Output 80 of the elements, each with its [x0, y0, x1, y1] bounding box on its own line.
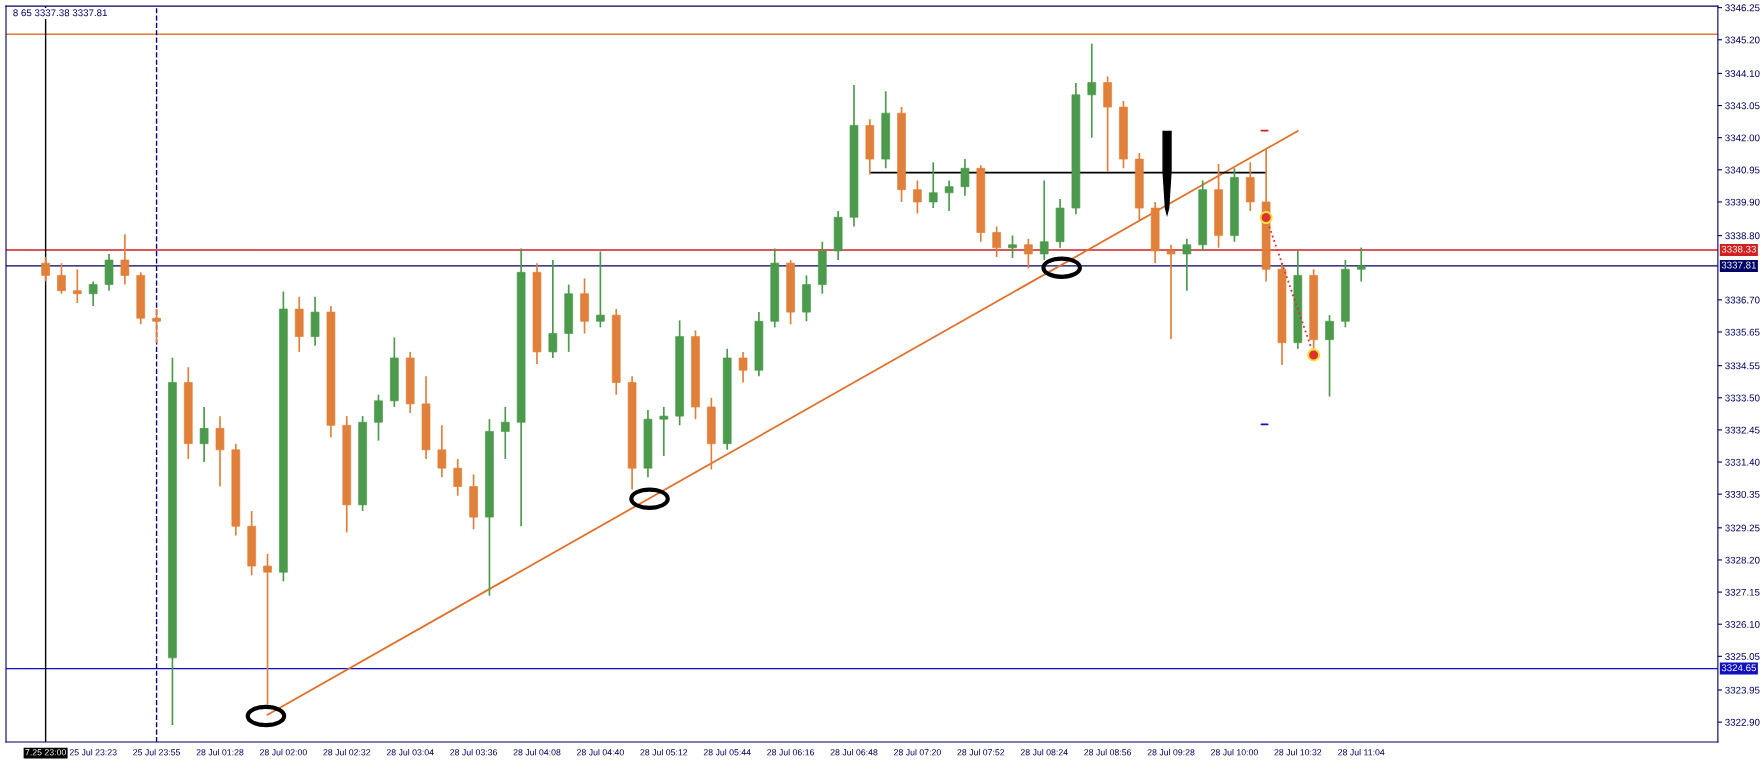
y-tick-label: 3328.20 [1725, 556, 1760, 564]
x-tick-label: 28 Jul 02:32 [323, 748, 371, 756]
x-tick-label: 28 Jul 01:28 [196, 748, 244, 756]
y-tick-label: 3329.25 [1725, 524, 1760, 532]
y-tick-label: 3331.40 [1725, 458, 1760, 466]
x-tick-label: 28 Jul 04:08 [513, 748, 561, 756]
ref-line-label: 3324.65 [1721, 664, 1757, 672]
x-tick-label: 28 Jul 03:04 [386, 748, 434, 756]
annotation: 8 65 3337.38 3337.81 [13, 9, 107, 17]
ref-line-label: 3337.81 [1721, 261, 1756, 269]
x-tick-label: 28 Jul 03:36 [450, 748, 498, 756]
candlestick [453, 458, 463, 497]
candlestick [374, 393, 383, 442]
x-tick-label: 7.25 23:00 [25, 749, 66, 756]
x-tick-label: 28 Jul 09:28 [1147, 748, 1195, 756]
candlestick [944, 179, 954, 212]
x-tick-label: 28 Jul 07:20 [894, 748, 941, 756]
x-tick-label: 25 Jul 23:55 [133, 748, 181, 756]
point [1307, 348, 1321, 362]
y-tick-label: 3342.00 [1725, 134, 1760, 142]
x-tick-label: 25 Jul 23:23 [69, 748, 117, 756]
x-tick-label: 28 Jul 10:32 [1274, 748, 1322, 756]
y-tick-label: 3327.15 [1725, 588, 1760, 596]
candlestick [120, 233, 130, 286]
candlestick [548, 259, 558, 359]
y-tick-label: 3335.65 [1725, 328, 1760, 336]
x-tick-label: 28 Jul 05:44 [703, 748, 751, 756]
x-tick-label: 28 Jul 08:56 [1084, 748, 1132, 756]
y-tick-label: 3339.90 [1725, 198, 1760, 206]
candlestick [1039, 179, 1049, 261]
y-tick-label: 3323.95 [1725, 686, 1760, 694]
y-tick-label: 3338.80 [1725, 232, 1760, 240]
y-tick-label: 3332.45 [1725, 426, 1760, 434]
x-tick-label: 28 Jul 06:16 [767, 748, 815, 756]
candlestick [659, 406, 669, 457]
x-tick-label: 28 Jul 04:40 [577, 748, 624, 756]
y-tick-label: 3340.95 [1725, 166, 1760, 174]
candlestick [152, 308, 161, 345]
point [1259, 210, 1273, 225]
x-tick-label: 28 Jul 05:12 [640, 748, 688, 756]
y-tick-label: 3344.10 [1725, 70, 1760, 78]
candlestick [992, 225, 1001, 258]
candlestick [1182, 237, 1192, 292]
y-tick-label: 3326.10 [1725, 620, 1760, 628]
x-tick-label: 28 Jul 10:00 [1211, 748, 1258, 756]
y-tick-label: 3336.70 [1725, 296, 1760, 304]
candlestick [960, 158, 970, 197]
candlestick [57, 262, 66, 295]
candlestick [1087, 42, 1097, 139]
y-tick-label: 3322.90 [1725, 718, 1760, 726]
y-tick-label: 3345.20 [1725, 36, 1760, 44]
y-tick-label: 3325.05 [1725, 653, 1760, 660]
candlestick [913, 179, 922, 215]
candlestick [88, 280, 98, 307]
ref-line-label: 3338.33 [1721, 245, 1757, 253]
candlestick [1024, 237, 1033, 270]
candlestick [41, 256, 50, 283]
candlestick [1166, 243, 1176, 340]
x-tick-label: 28 Jul 08:24 [1020, 748, 1068, 756]
candlestick [738, 351, 748, 384]
candlestick [1325, 314, 1334, 398]
y-tick-label: 3346.25 [1725, 4, 1760, 12]
y-tick-label: 3343.05 [1725, 102, 1760, 110]
candlestick [73, 268, 82, 304]
candlestick [199, 406, 209, 463]
candlestick [1008, 234, 1017, 259]
candlestick [1356, 246, 1366, 283]
x-tick-label: 28 Jul 07:52 [957, 748, 1005, 756]
candlestick [215, 415, 225, 488]
candlestick [928, 161, 938, 209]
candlestick [596, 250, 605, 329]
x-tick-label: 28 Jul 11:04 [1338, 748, 1385, 756]
candlestick [437, 424, 447, 479]
y-tick-label: 3334.55 [1725, 362, 1760, 370]
candlestick [500, 406, 510, 460]
x-tick-label: 28 Jul 02:00 [259, 748, 307, 756]
x-tick-label: 28 Jul 06:48 [830, 748, 878, 756]
y-tick-label: 3333.50 [1725, 394, 1760, 402]
candlestick [263, 552, 272, 706]
y-tick-label: 3330.35 [1725, 490, 1760, 498]
